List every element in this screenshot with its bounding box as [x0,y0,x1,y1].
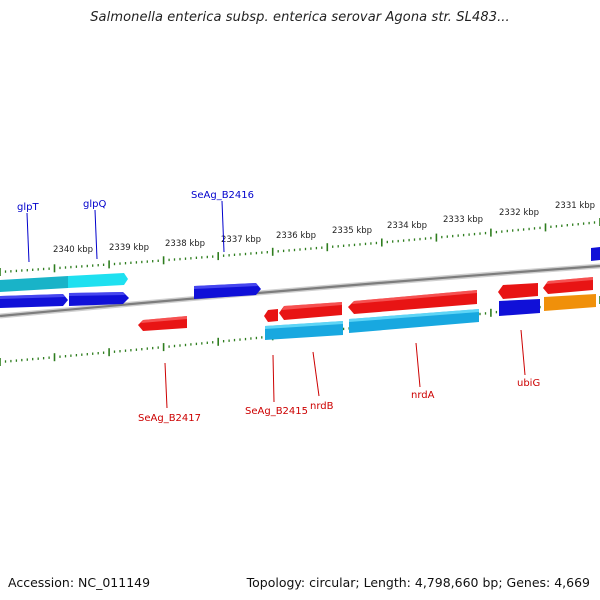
scale-label-2338: 2338 kbp [165,239,205,249]
genome-title: Salmonella enterica subsp. enterica sero… [90,10,510,25]
glpQ-label[interactable]: glpQ [83,199,106,210]
SeAg_B2416-leader [221,200,225,253]
scale-label-2340: 2340 kbp [53,245,93,255]
ubiG-label[interactable]: ubiG [517,378,540,389]
gene-highlight [546,277,593,284]
scale-label-2334: 2334 kbp [387,221,427,231]
gene-highlight [69,292,125,296]
SeAg_B2417-label[interactable]: SeAg_B2417 [138,413,201,424]
nrdB-label[interactable]: nrdB [310,401,334,412]
glpT-leader [26,212,30,263]
scale-label-2339: 2339 kbp [109,243,149,253]
glpQ-leader [94,209,98,260]
gene-highlight [352,290,477,304]
gene-highlight [194,283,258,289]
nrdA-cds-feature[interactable] [349,309,479,333]
scale-label-2337: 2337 kbp [221,235,261,245]
gene-highlight [141,316,187,323]
ubiG-leader [520,329,526,376]
SeAg_B2415-leader [272,354,275,403]
scale-label-2336: 2336 kbp [276,231,316,241]
cds-highlight [265,321,343,329]
scale-label-2333: 2333 kbp [443,215,483,225]
glpT-label[interactable]: glpT [17,202,39,213]
gene-highlight [282,302,342,310]
nrdB-leader [312,351,320,397]
SeAg_B2415-gene-feature[interactable] [264,309,278,322]
nrdA-gene-feature[interactable] [348,290,477,314]
ubiG-forward-gene-feature[interactable] [499,299,540,316]
glpT-cds-feature[interactable] [0,276,68,292]
gene-highlight [0,294,65,299]
genome-backbone-core [0,264,600,318]
orange-rna-feature[interactable] [544,294,596,311]
right-edge-forward-gene-feature[interactable] [591,247,600,261]
outer-scale-ticks [0,218,600,276]
topology-label: Topology: circular; Length: 4,798,660 bp… [246,575,590,590]
ubiG-reverse-gene-feature[interactable] [498,283,538,299]
SeAg_B2415-label[interactable]: SeAg_B2415 [245,406,308,417]
nrdA-label[interactable]: nrdA [411,390,435,401]
scale-label-2335: 2335 kbp [332,226,372,236]
scale-label-2332: 2332 kbp [499,208,539,218]
SeAg_B2416-label[interactable]: SeAg_B2416 [191,190,254,201]
nrdA-leader [415,342,421,388]
scale-label-2331: 2331 kbp [555,201,595,211]
glpQ-cds-feature[interactable] [68,273,128,288]
SeAg_B2417-leader [164,362,168,409]
cds-highlight [349,309,479,322]
accession-label: Accession: NC_011149 [8,575,151,590]
